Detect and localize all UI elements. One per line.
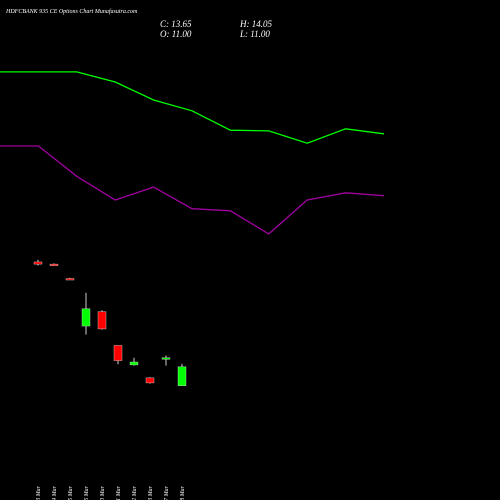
candle-body [161, 357, 171, 360]
ohlc-close: C: 13.65 [160, 19, 192, 29]
candle-body [49, 263, 59, 266]
x-tick-label: 03 Mar [36, 485, 42, 500]
candle-body [177, 366, 187, 387]
indicator-line [0, 145, 385, 235]
x-tick-label: 13 Mar [148, 485, 154, 500]
ohlc-open: O: 11.00 [160, 29, 192, 39]
candle-body [113, 345, 123, 361]
candle-body [81, 308, 91, 327]
x-tick-label: 06 Mar [84, 485, 90, 500]
ohlc-high: H: 14.05 [239, 19, 272, 29]
x-tick-label: 12 Mar [132, 485, 138, 500]
x-tick-label: 04 Mar [51, 485, 58, 500]
x-tick-label: 05 Mar [68, 485, 74, 500]
candle-body [145, 377, 155, 384]
x-tick-label: 18 Mar [180, 485, 186, 500]
candle-body [33, 261, 43, 265]
candle-body [97, 311, 107, 330]
x-tick-label: 17 Mar [164, 485, 170, 500]
indicator-line [0, 71, 385, 144]
x-tick-label: 11 Mar [116, 485, 122, 500]
candle-body [65, 278, 75, 281]
candle-body [129, 361, 139, 366]
ohlc-low: L: 11.00 [239, 29, 270, 39]
x-tick-label: 10 Mar [100, 485, 106, 500]
chart-title: HDFCBANK 935 CE Options Chart Munafasutr… [5, 8, 138, 15]
